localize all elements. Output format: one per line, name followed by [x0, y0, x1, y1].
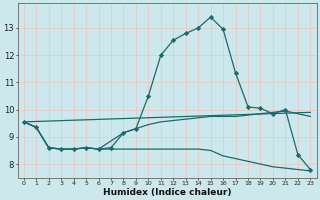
X-axis label: Humidex (Indice chaleur): Humidex (Indice chaleur) — [103, 188, 231, 197]
